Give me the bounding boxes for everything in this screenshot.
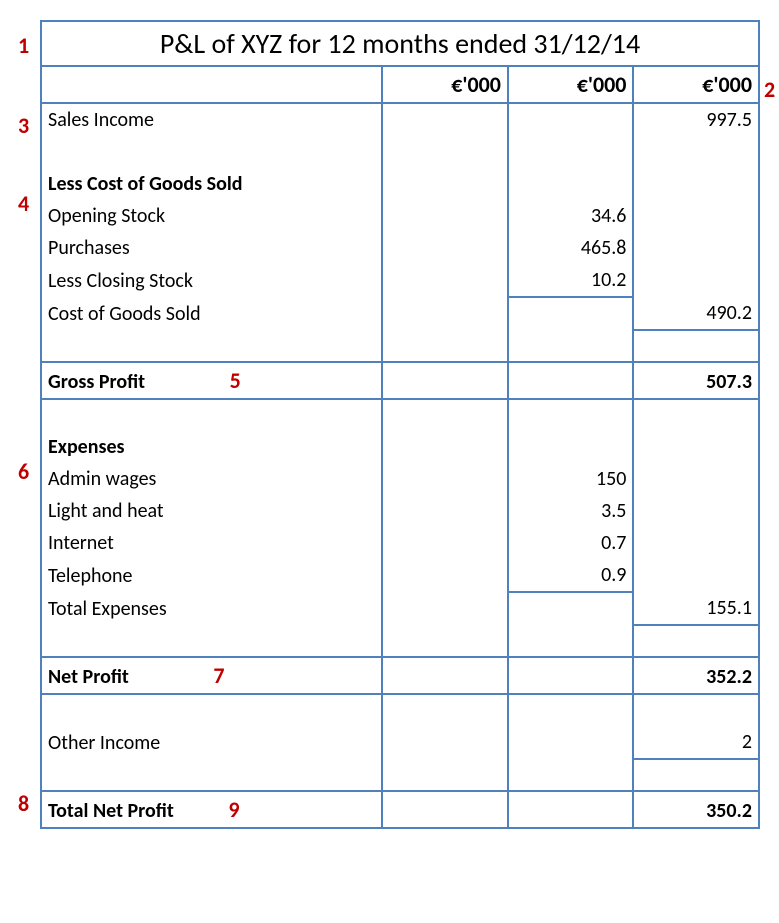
column-header-row: €'000 €'000 €'000 xyxy=(41,66,759,103)
pnl-table: P&L of XYZ for 12 months ended 31/12/14 … xyxy=(40,20,760,829)
row-gross-profit: Gross Profit 5 507.3 xyxy=(41,362,759,399)
label-purchases: Purchases xyxy=(41,232,382,264)
row-total-net-profit: Total Net Profit 9 350.2 xyxy=(41,791,759,828)
label-less-closing: Less Closing Stock xyxy=(41,264,382,297)
row-net-profit: Net Profit 7 352.2 xyxy=(41,657,759,694)
col-header-3: €'000 xyxy=(633,66,759,103)
label-internet: Internet xyxy=(41,527,382,559)
value-net-profit: 352.2 xyxy=(633,657,759,694)
annotation-2: 2 xyxy=(764,76,775,103)
annotation-1: 1 xyxy=(18,32,29,59)
annotation-4: 4 xyxy=(18,190,29,217)
label-cogs-header: Less Cost of Goods Sold xyxy=(41,168,382,200)
col-header-2: €'000 xyxy=(508,66,634,103)
row-expenses-header: Expenses xyxy=(41,431,759,463)
row-sales-income: Sales Income 997.5 xyxy=(41,103,759,136)
row-light-heat: Light and heat 3.5 xyxy=(41,495,759,527)
label-sales-income: Sales Income xyxy=(41,103,382,136)
value-sales-income: 997.5 xyxy=(633,103,759,136)
row-purchases: Purchases 465.8 xyxy=(41,232,759,264)
label-other-income: Other Income xyxy=(41,726,382,759)
value-other-income: 2 xyxy=(633,726,759,759)
annotation-8: 8 xyxy=(18,790,29,817)
col-header-1: €'000 xyxy=(382,66,508,103)
row-opening-stock: Opening Stock 34.6 xyxy=(41,200,759,232)
label-gross-profit: Gross Profit xyxy=(48,370,145,394)
label-expenses-header: Expenses xyxy=(41,431,382,463)
label-opening-stock: Opening Stock xyxy=(41,200,382,232)
annotation-9: 9 xyxy=(178,796,239,823)
value-telephone: 0.9 xyxy=(508,559,634,592)
value-purchases: 465.8 xyxy=(508,232,634,264)
row-telephone: Telephone 0.9 xyxy=(41,559,759,592)
label-telephone: Telephone xyxy=(41,559,382,592)
row-expenses-total: Total Expenses 155.1 xyxy=(41,592,759,625)
value-admin-wages: 150 xyxy=(508,463,634,495)
row-cogs-header: Less Cost of Goods Sold xyxy=(41,168,759,200)
value-total-net-profit: 350.2 xyxy=(633,791,759,828)
annotation-6: 6 xyxy=(18,458,29,485)
label-total-net-profit: Total Net Profit xyxy=(48,799,174,823)
row-other-income: Other Income 2 xyxy=(41,726,759,759)
value-less-closing: 10.2 xyxy=(508,264,634,297)
annotation-7: 7 xyxy=(133,662,224,689)
table-title: P&L of XYZ for 12 months ended 31/12/14 xyxy=(41,21,759,66)
label-cogs-total: Cost of Goods Sold xyxy=(41,297,382,330)
value-cogs-total: 490.2 xyxy=(633,297,759,330)
title-row: P&L of XYZ for 12 months ended 31/12/14 xyxy=(41,21,759,66)
row-cogs-total: Cost of Goods Sold 490.2 xyxy=(41,297,759,330)
row-internet: Internet 0.7 xyxy=(41,527,759,559)
value-expenses-total: 155.1 xyxy=(633,592,759,625)
annotation-5: 5 xyxy=(150,367,241,394)
row-less-closing: Less Closing Stock 10.2 xyxy=(41,264,759,297)
label-expenses-total: Total Expenses xyxy=(41,592,382,625)
label-net-profit: Net Profit xyxy=(48,665,129,689)
label-light-heat: Light and heat xyxy=(41,495,382,527)
value-light-heat: 3.5 xyxy=(508,495,634,527)
row-admin-wages: Admin wages 150 xyxy=(41,463,759,495)
label-admin-wages: Admin wages xyxy=(41,463,382,495)
value-internet: 0.7 xyxy=(508,527,634,559)
value-opening-stock: 34.6 xyxy=(508,200,634,232)
value-gross-profit: 507.3 xyxy=(633,362,759,399)
annotation-3: 3 xyxy=(18,112,29,139)
